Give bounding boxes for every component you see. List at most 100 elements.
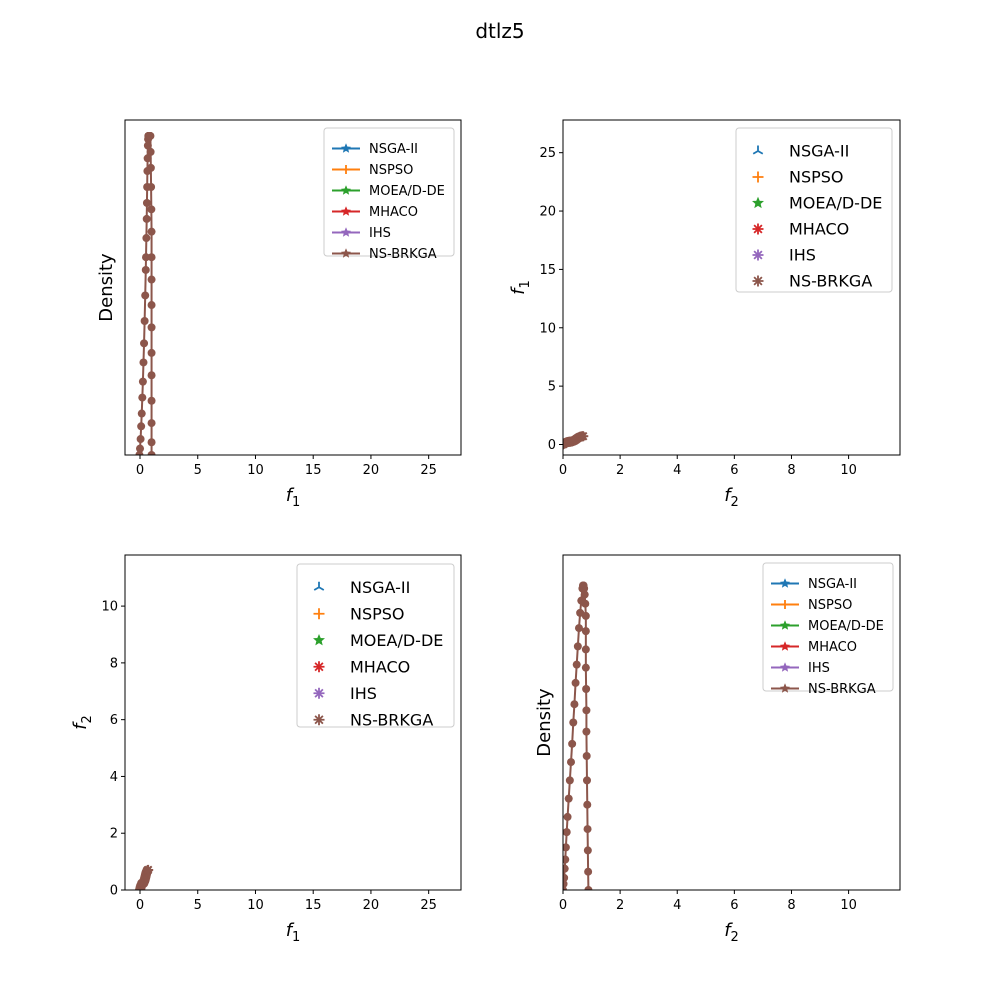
x-tick-label: 0 (136, 463, 144, 478)
x-tick-label: 0 (559, 463, 567, 478)
density-point (580, 584, 589, 593)
legend-entry: NSPSO (771, 598, 852, 613)
legend-label: NSGA-II (369, 142, 418, 157)
legend-label: MOEA/D-DE (350, 631, 443, 650)
legend-label: IHS (350, 684, 377, 703)
x-tick-label: 10 (840, 898, 857, 913)
legend-label: NSPSO (350, 604, 405, 623)
density-point (581, 611, 590, 620)
x-tick-label: 10 (247, 463, 264, 478)
x-tick-label: 20 (363, 898, 380, 913)
ylabel-subscript: 2 (80, 715, 95, 723)
legend-marker (313, 661, 325, 673)
density-point (571, 678, 580, 687)
legend-entry: MHACO (313, 657, 410, 676)
legend-marker (313, 714, 325, 726)
axes-frame (562, 554, 901, 891)
legend-label: NSPSO (789, 168, 844, 187)
density-point (147, 419, 156, 428)
data-layer (563, 431, 589, 450)
ylabel-base: f (508, 286, 529, 295)
legend-entry: NS-BRKGA (752, 272, 872, 291)
legend-marker (752, 275, 764, 287)
density-point (565, 776, 574, 785)
legend-label: NSPSO (369, 163, 413, 178)
density-point (143, 154, 152, 163)
legend-label: MHACO (369, 205, 418, 220)
legend-label: NSGA-II (350, 578, 410, 597)
legend-entry: MHACO (332, 205, 418, 220)
xlabel-base: f (286, 485, 295, 506)
front-point (578, 431, 589, 442)
legend-marker (340, 185, 352, 195)
ylabel: f1 (508, 280, 533, 295)
density-point (147, 205, 156, 214)
legend-marker (780, 600, 790, 609)
y-tick-label: 0 (110, 884, 118, 899)
density-point (582, 776, 591, 785)
xlabel: f1 (286, 920, 301, 945)
x-tick-label: 15 (305, 898, 322, 913)
legend-marker (340, 206, 352, 216)
legend-marker (340, 227, 352, 237)
front-point (143, 864, 154, 875)
density-point (146, 147, 155, 156)
density-point (147, 275, 156, 284)
legend-entry: NSGA-II (332, 142, 418, 157)
legend-entry: IHS (752, 246, 816, 265)
legend-entry: NSPSO (313, 604, 405, 623)
legend-box (735, 127, 893, 293)
density-point (574, 624, 583, 633)
y-tick-label: 2 (110, 827, 118, 842)
legend-marker (313, 581, 325, 591)
x-tick-label: 2 (616, 463, 624, 478)
y-tick-label: 10 (539, 321, 556, 336)
y-tick-label: 6 (110, 713, 118, 728)
xlabel: f1 (286, 485, 301, 510)
density-point (563, 812, 572, 821)
xlabel: f2 (724, 920, 739, 945)
density-point (583, 800, 592, 809)
density-point (580, 590, 589, 599)
density-point (142, 253, 151, 262)
density-point (573, 642, 582, 651)
x-tick-label: 10 (840, 463, 857, 478)
density-point (582, 706, 591, 715)
legend-entry: MOEA/D-DE (771, 619, 884, 634)
density-point (147, 451, 156, 455)
legend-entry: NS-BRKGA (332, 247, 437, 262)
density-point (146, 131, 155, 140)
legend-marker (752, 249, 764, 261)
y-tick-label: 10 (101, 600, 118, 615)
density-point (581, 627, 590, 636)
y-tick-label: 8 (110, 656, 118, 671)
legend-label: NSPSO (808, 598, 852, 613)
x-tick-label: 5 (194, 898, 202, 913)
density-point (583, 846, 592, 855)
legend-marker (340, 248, 352, 258)
legend-entry: MOEA/D-DE (752, 194, 882, 213)
xlabel: f2 (724, 485, 739, 510)
legend-entry: IHS (332, 226, 391, 241)
density-point (147, 438, 156, 447)
density-point (139, 358, 148, 367)
x-tick-label: 25 (420, 463, 437, 478)
legend-entry: NSGA-II (752, 142, 849, 161)
y-tick-label: 5 (548, 380, 556, 395)
legend-marker (752, 171, 764, 183)
x-tick-label: 10 (247, 898, 264, 913)
density-point (563, 879, 568, 888)
data-layer (135, 864, 154, 890)
y-tick-label: 20 (539, 205, 556, 220)
x-tick-label: 4 (673, 463, 681, 478)
legend-entry: NS-BRKGA (313, 710, 433, 729)
x-tick-label: 8 (787, 898, 795, 913)
xlabel-subscript: 1 (292, 495, 300, 510)
x-tick-label: 25 (420, 898, 437, 913)
x-tick-label: 6 (730, 463, 738, 478)
density-point (136, 435, 145, 444)
legend-box (323, 127, 455, 257)
density-point (570, 700, 579, 709)
